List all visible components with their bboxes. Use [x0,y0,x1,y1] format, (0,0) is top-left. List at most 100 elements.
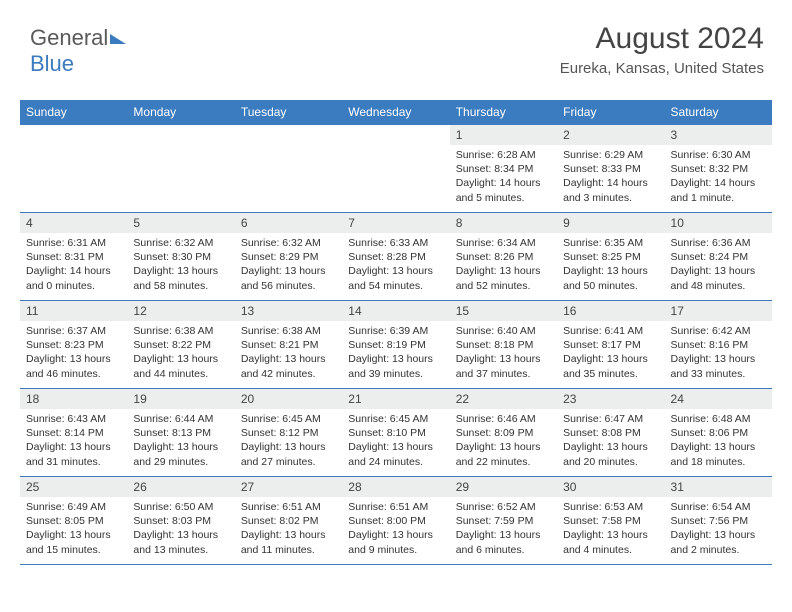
day-number: 30 [557,477,664,497]
day-details: Sunrise: 6:54 AMSunset: 7:56 PMDaylight:… [665,497,772,557]
day-number: 24 [665,389,772,409]
location-text: Eureka, Kansas, United States [560,60,764,77]
day-number: 3 [665,125,772,145]
calendar-day-cell [20,125,127,213]
calendar-day-cell: 23Sunrise: 6:47 AMSunset: 8:08 PMDayligh… [557,389,664,477]
day-details: Sunrise: 6:38 AMSunset: 8:22 PMDaylight:… [127,321,234,381]
day-number: 14 [342,301,449,321]
day-details: Sunrise: 6:34 AMSunset: 8:26 PMDaylight:… [450,233,557,293]
day-number: 22 [450,389,557,409]
calendar-day-cell: 11Sunrise: 6:37 AMSunset: 8:23 PMDayligh… [20,301,127,389]
logo-sail-icon [110,34,126,44]
day-details: Sunrise: 6:32 AMSunset: 8:30 PMDaylight:… [127,233,234,293]
day-number: 27 [235,477,342,497]
calendar-day-cell: 10Sunrise: 6:36 AMSunset: 8:24 PMDayligh… [665,213,772,301]
calendar-day-cell: 3Sunrise: 6:30 AMSunset: 8:32 PMDaylight… [665,125,772,213]
day-details: Sunrise: 6:48 AMSunset: 8:06 PMDaylight:… [665,409,772,469]
weekday-header-row: SundayMondayTuesdayWednesdayThursdayFrid… [20,100,772,125]
header-block: August 2024 Eureka, Kansas, United State… [560,22,764,77]
day-number: 26 [127,477,234,497]
day-number: 1 [450,125,557,145]
weekday-header: Sunday [20,100,127,125]
day-details: Sunrise: 6:52 AMSunset: 7:59 PMDaylight:… [450,497,557,557]
weekday-header: Monday [127,100,234,125]
calendar-day-cell: 6Sunrise: 6:32 AMSunset: 8:29 PMDaylight… [235,213,342,301]
day-number: 11 [20,301,127,321]
day-details: Sunrise: 6:51 AMSunset: 8:00 PMDaylight:… [342,497,449,557]
day-number: 9 [557,213,664,233]
day-details: Sunrise: 6:47 AMSunset: 8:08 PMDaylight:… [557,409,664,469]
calendar-day-cell: 26Sunrise: 6:50 AMSunset: 8:03 PMDayligh… [127,477,234,565]
calendar-table: SundayMondayTuesdayWednesdayThursdayFrid… [20,100,772,565]
day-details: Sunrise: 6:39 AMSunset: 8:19 PMDaylight:… [342,321,449,381]
day-number: 16 [557,301,664,321]
day-number: 31 [665,477,772,497]
calendar-day-cell [127,125,234,213]
calendar-day-cell [235,125,342,213]
day-details: Sunrise: 6:36 AMSunset: 8:24 PMDaylight:… [665,233,772,293]
calendar-day-cell [342,125,449,213]
calendar-week-row: 11Sunrise: 6:37 AMSunset: 8:23 PMDayligh… [20,301,772,389]
calendar-day-cell: 25Sunrise: 6:49 AMSunset: 8:05 PMDayligh… [20,477,127,565]
weekday-header: Wednesday [342,100,449,125]
month-title: August 2024 [560,22,764,56]
calendar-day-cell: 16Sunrise: 6:41 AMSunset: 8:17 PMDayligh… [557,301,664,389]
day-details: Sunrise: 6:51 AMSunset: 8:02 PMDaylight:… [235,497,342,557]
day-number: 5 [127,213,234,233]
calendar-week-row: 1Sunrise: 6:28 AMSunset: 8:34 PMDaylight… [20,125,772,213]
day-details: Sunrise: 6:28 AMSunset: 8:34 PMDaylight:… [450,145,557,205]
calendar-day-cell: 28Sunrise: 6:51 AMSunset: 8:00 PMDayligh… [342,477,449,565]
day-number: 10 [665,213,772,233]
day-number: 17 [665,301,772,321]
calendar-week-row: 25Sunrise: 6:49 AMSunset: 8:05 PMDayligh… [20,477,772,565]
weekday-header: Friday [557,100,664,125]
day-number: 6 [235,213,342,233]
calendar-day-cell: 20Sunrise: 6:45 AMSunset: 8:12 PMDayligh… [235,389,342,477]
day-details: Sunrise: 6:37 AMSunset: 8:23 PMDaylight:… [20,321,127,381]
day-number: 2 [557,125,664,145]
calendar-day-cell: 12Sunrise: 6:38 AMSunset: 8:22 PMDayligh… [127,301,234,389]
weekday-header: Thursday [450,100,557,125]
calendar-day-cell: 19Sunrise: 6:44 AMSunset: 8:13 PMDayligh… [127,389,234,477]
day-number: 23 [557,389,664,409]
calendar-day-cell: 15Sunrise: 6:40 AMSunset: 8:18 PMDayligh… [450,301,557,389]
day-details: Sunrise: 6:46 AMSunset: 8:09 PMDaylight:… [450,409,557,469]
day-details: Sunrise: 6:38 AMSunset: 8:21 PMDaylight:… [235,321,342,381]
calendar-day-cell: 27Sunrise: 6:51 AMSunset: 8:02 PMDayligh… [235,477,342,565]
day-number: 20 [235,389,342,409]
day-number: 13 [235,301,342,321]
day-number: 15 [450,301,557,321]
calendar-day-cell: 9Sunrise: 6:35 AMSunset: 8:25 PMDaylight… [557,213,664,301]
day-details: Sunrise: 6:50 AMSunset: 8:03 PMDaylight:… [127,497,234,557]
calendar-day-cell: 2Sunrise: 6:29 AMSunset: 8:33 PMDaylight… [557,125,664,213]
day-details: Sunrise: 6:45 AMSunset: 8:10 PMDaylight:… [342,409,449,469]
logo-text-1: General [30,25,108,50]
day-number: 8 [450,213,557,233]
day-number: 29 [450,477,557,497]
day-details: Sunrise: 6:40 AMSunset: 8:18 PMDaylight:… [450,321,557,381]
calendar-day-cell: 13Sunrise: 6:38 AMSunset: 8:21 PMDayligh… [235,301,342,389]
calendar-week-row: 4Sunrise: 6:31 AMSunset: 8:31 PMDaylight… [20,213,772,301]
day-number: 7 [342,213,449,233]
day-details: Sunrise: 6:44 AMSunset: 8:13 PMDaylight:… [127,409,234,469]
calendar-day-cell: 18Sunrise: 6:43 AMSunset: 8:14 PMDayligh… [20,389,127,477]
calendar-day-cell: 17Sunrise: 6:42 AMSunset: 8:16 PMDayligh… [665,301,772,389]
day-number: 12 [127,301,234,321]
day-details: Sunrise: 6:33 AMSunset: 8:28 PMDaylight:… [342,233,449,293]
day-details: Sunrise: 6:42 AMSunset: 8:16 PMDaylight:… [665,321,772,381]
calendar-day-cell: 8Sunrise: 6:34 AMSunset: 8:26 PMDaylight… [450,213,557,301]
day-number: 21 [342,389,449,409]
calendar-week-row: 18Sunrise: 6:43 AMSunset: 8:14 PMDayligh… [20,389,772,477]
day-details: Sunrise: 6:45 AMSunset: 8:12 PMDaylight:… [235,409,342,469]
calendar-day-cell: 22Sunrise: 6:46 AMSunset: 8:09 PMDayligh… [450,389,557,477]
day-details: Sunrise: 6:35 AMSunset: 8:25 PMDaylight:… [557,233,664,293]
day-number: 19 [127,389,234,409]
calendar-day-cell: 5Sunrise: 6:32 AMSunset: 8:30 PMDaylight… [127,213,234,301]
day-details: Sunrise: 6:41 AMSunset: 8:17 PMDaylight:… [557,321,664,381]
day-details: Sunrise: 6:53 AMSunset: 7:58 PMDaylight:… [557,497,664,557]
day-number: 4 [20,213,127,233]
calendar-day-cell: 21Sunrise: 6:45 AMSunset: 8:10 PMDayligh… [342,389,449,477]
calendar-day-cell: 29Sunrise: 6:52 AMSunset: 7:59 PMDayligh… [450,477,557,565]
logo-text-2: Blue [30,51,74,76]
day-details: Sunrise: 6:32 AMSunset: 8:29 PMDaylight:… [235,233,342,293]
